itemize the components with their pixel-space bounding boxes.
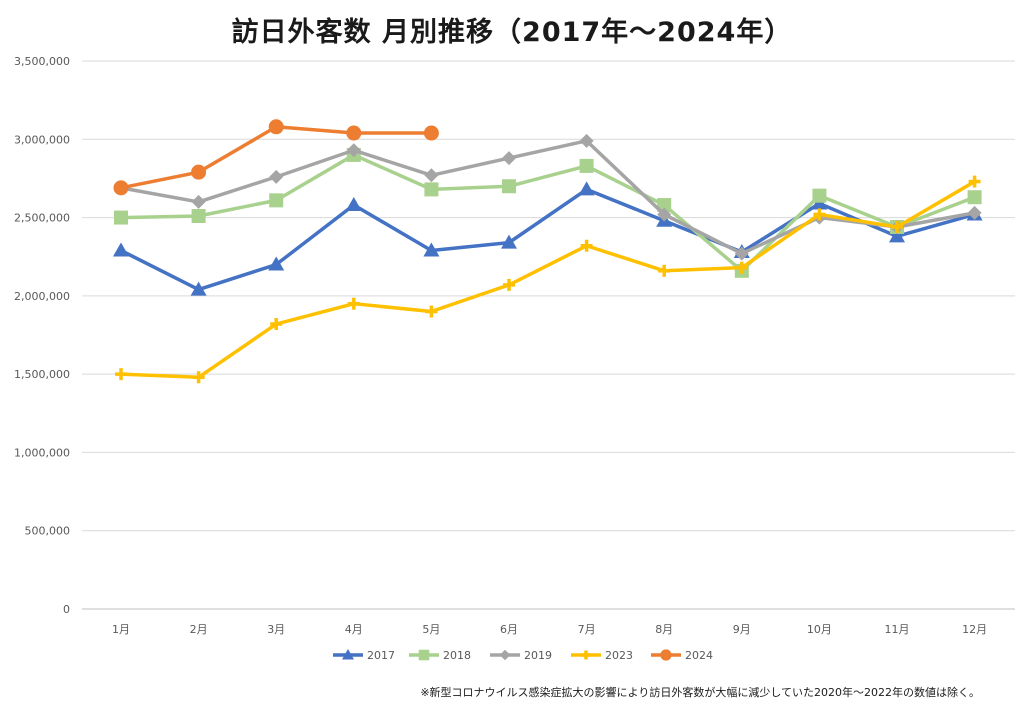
data-point-square	[657, 198, 672, 213]
data-point-triangle	[268, 256, 285, 271]
data-point-triangle	[578, 181, 595, 196]
x-axis: 1月 2月 3月 4月 5月 6月 7月 8月 9月 10月 11月 12月	[112, 623, 987, 636]
legend-item-2024: 2024	[651, 649, 713, 662]
data-point-circle	[113, 180, 129, 196]
footnote: ※新型コロナウイルス感染症拡大の影響により訪日外客数が大幅に減少していた2020…	[420, 686, 980, 699]
data-point-square	[418, 649, 430, 661]
x-tick-label: 10月	[807, 623, 832, 636]
series-group	[113, 119, 983, 384]
chart-title: 訪日外客数 月別推移（2017年～2024年）	[231, 17, 793, 48]
data-point-triangle	[423, 242, 440, 257]
data-point-square	[191, 209, 206, 224]
y-axis: 0 500,000 1,000,000 1,500,000 2,000,000 2,500…	[14, 55, 70, 616]
series-2024	[113, 119, 439, 196]
data-point-diamond	[657, 207, 672, 222]
legend-label: 2024	[685, 649, 713, 662]
data-point-square	[812, 188, 827, 203]
y-tick-label: 0	[63, 603, 70, 616]
legend-label: 2017	[367, 649, 395, 662]
legend-label: 2019	[524, 649, 552, 662]
y-tick-label: 3,000,000	[14, 133, 70, 146]
series-line-2019	[120, 139, 975, 256]
data-point-square	[114, 210, 128, 225]
data-point-triangle	[501, 234, 517, 249]
data-point-plus	[658, 264, 671, 277]
y-tick-label: 2,000,000	[14, 290, 70, 303]
x-tick-label: 6月	[500, 623, 518, 636]
legend-item-2019: 2019	[490, 649, 552, 662]
data-point-circle	[191, 164, 207, 180]
data-point-plus	[503, 278, 515, 291]
x-tick-label: 12月	[962, 623, 987, 636]
x-tick-label: 2月	[190, 623, 208, 636]
series-line-2018	[120, 153, 976, 273]
data-point-square	[579, 158, 594, 173]
legend-item-2023: 2023	[571, 649, 633, 662]
x-tick-label: 8月	[655, 623, 673, 636]
series-2018	[114, 147, 982, 278]
data-point-triangle	[113, 242, 129, 257]
data-point-diamond	[579, 133, 594, 148]
data-point-circle	[268, 119, 284, 135]
data-point-triangle	[345, 197, 362, 212]
data-point-plus	[270, 318, 283, 331]
legend-label: 2023	[605, 649, 633, 662]
data-point-plus	[192, 371, 205, 384]
x-tick-label: 7月	[578, 623, 596, 636]
legend-item-2017: 2017	[333, 649, 395, 662]
data-point-plus	[347, 297, 360, 310]
data-point-square	[967, 190, 982, 205]
data-point-plus	[891, 220, 903, 233]
data-point-circle	[423, 125, 439, 141]
y-tick-label: 2,500,000	[14, 212, 70, 225]
data-point-square	[269, 193, 284, 208]
data-point-square	[424, 182, 439, 197]
data-point-diamond	[424, 168, 439, 183]
series-2019	[114, 133, 982, 261]
y-tick-label: 3,500,000	[14, 55, 70, 68]
data-point-plus	[425, 305, 438, 318]
legend-label: 2018	[443, 649, 471, 662]
data-point-diamond	[499, 649, 511, 661]
x-tick-label: 3月	[267, 623, 285, 636]
data-point-circle	[660, 649, 672, 661]
data-point-plus	[581, 650, 591, 660]
data-point-plus	[735, 261, 748, 274]
x-tick-label: 11月	[885, 623, 910, 636]
x-tick-label: 9月	[733, 623, 751, 636]
data-point-plus	[115, 368, 127, 381]
data-point-circle	[346, 125, 362, 141]
series-2023	[115, 175, 981, 384]
data-point-plus	[813, 208, 826, 221]
x-tick-label: 5月	[422, 623, 440, 636]
series-2017	[113, 181, 983, 296]
x-tick-label: 4月	[345, 623, 363, 636]
x-tick-label: 1月	[112, 623, 130, 636]
data-point-plus	[580, 239, 593, 252]
data-point-diamond	[734, 246, 749, 261]
legend: 2017 2018 2019 2023 2024	[333, 649, 713, 662]
data-point-diamond	[346, 143, 361, 158]
y-tick-label: 500,000	[25, 525, 71, 538]
data-point-diamond	[191, 194, 206, 209]
data-point-diamond	[967, 205, 982, 220]
data-point-diamond	[269, 169, 284, 184]
legend-item-2018: 2018	[409, 649, 471, 662]
data-point-square	[502, 179, 516, 194]
y-tick-label: 1,000,000	[14, 446, 70, 459]
data-point-plus	[968, 175, 981, 188]
gridlines	[82, 60, 1015, 610]
y-tick-label: 1,500,000	[14, 368, 70, 381]
series-line-2017	[120, 187, 976, 292]
data-point-triangle	[889, 228, 905, 243]
series-line-2023	[120, 180, 976, 380]
data-point-diamond	[502, 151, 516, 166]
data-point-triangle	[190, 281, 207, 296]
data-point-triangle	[342, 649, 354, 660]
